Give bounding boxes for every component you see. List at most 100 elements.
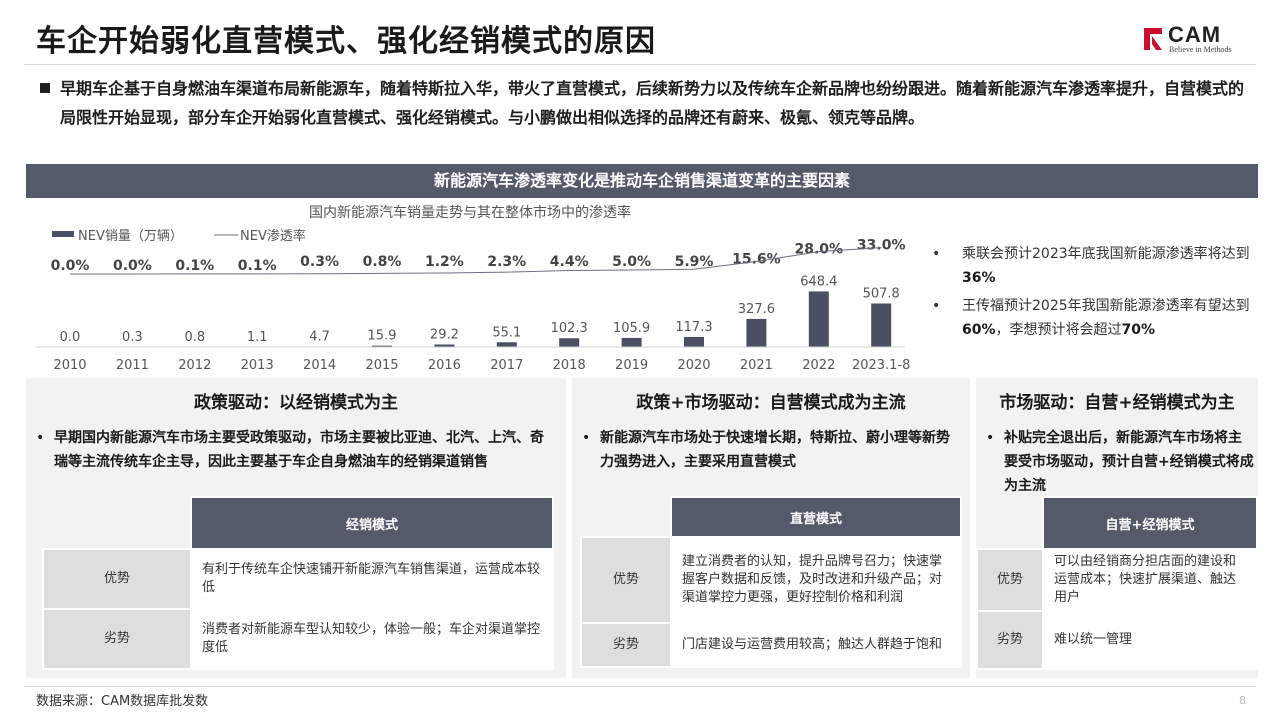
x-tick-label: 2013 (241, 358, 274, 373)
bar-value-label: 648.4 (800, 274, 837, 289)
square-bullet-icon (40, 83, 50, 93)
bar-value-label: 117.3 (675, 320, 712, 335)
bar (746, 318, 767, 347)
bar-value-label: 55.1 (492, 325, 521, 340)
row-key-disadvantage: 劣势 (580, 622, 672, 668)
chart-title: 国内新能源汽车销量走势与其在整体市场中的渗透率 (309, 204, 631, 221)
rate-label: 1.2% (425, 254, 464, 270)
rate-label: 0.0% (113, 258, 152, 274)
bar-value-label: 1.1 (247, 330, 268, 345)
side-note-strong-2: 70% (1121, 322, 1156, 338)
row-key-advantage: 优势 (42, 548, 192, 610)
panel-policy-market: 政策+市场驱动：自营模式成为主流 • 新能源汽车市场处于快速增长期，特斯拉、蔚小… (572, 378, 970, 678)
bar-value-label: 105.9 (613, 321, 650, 336)
page-title: 车企开始弱化直营模式、强化经销模式的原因 (36, 24, 656, 59)
x-tick-label: 2010 (53, 358, 86, 373)
data-source: 数据来源：CAM数据库批发数 (36, 694, 209, 709)
rate-label: 0.1% (175, 258, 214, 274)
row-value-advantage: 建立消费者的认知，提升品牌号召力；快速掌握客户数据和反馈，及时改进和升级产品；对… (670, 536, 962, 624)
cam-logo: CAM Believe in Methods (1142, 22, 1252, 58)
bar-value-label: 102.3 (551, 321, 588, 336)
panel-bullet: • 新能源汽车市场处于快速增长期，特斯拉、蔚小理等新势力强势进入，主要采用直营模… (582, 426, 962, 474)
x-tick-label: 2021 (740, 358, 773, 373)
bullet-dot-icon: • (932, 246, 941, 262)
rate-label: 5.9% (675, 254, 714, 270)
rate-label: 0.1% (238, 258, 277, 274)
table-corner (977, 497, 1043, 549)
side-notes: • 乘联会预计2023年底我国新能源渗透率将达到 36% • 王传福预计2025年… (932, 242, 1252, 346)
bullet-dot-icon: • (986, 430, 995, 446)
row-key-advantage: 优势 (580, 536, 672, 624)
nev-chart: 国内新能源汽车销量走势与其在整体市场中的渗透率 NEV销量（万辆） NEV渗透率 0.… (0, 198, 930, 378)
page-number: 8 (1239, 694, 1246, 707)
table-corner (581, 497, 671, 537)
table-corner (43, 497, 191, 549)
bar-value-label: 0.3 (122, 330, 143, 345)
rate-label: 0.8% (363, 254, 402, 270)
bullet-dot-icon: • (36, 430, 45, 446)
x-tick-label: 2017 (490, 358, 523, 373)
direct-table: 直营模式 优势 建立消费者的认知，提升品牌号召力；快速掌握客户数据和反馈，及时改… (580, 496, 962, 668)
bar (684, 336, 704, 347)
bar-value-label: 15.9 (368, 329, 397, 344)
nev-chart-svg: 国内新能源汽车销量走势与其在整体市场中的渗透率 NEV销量（万辆） NEV渗透率 0.… (36, 204, 910, 373)
footer-divider (24, 686, 1256, 687)
side-note-tail: ，李想预计将会超过 (995, 322, 1122, 338)
row-value-disadvantage: 消费者对新能源车型认知较少，体验一般；车企对渠道掌控度低 (190, 608, 554, 670)
x-tick-label: 2019 (615, 358, 648, 373)
table-header: 直营模式 (670, 496, 962, 538)
bullet-dot-icon: • (932, 298, 941, 314)
intro-text: 早期车企基于自身燃油车渠道布局新能源车，随着特斯拉入华，带火了直营模式，后续新势… (60, 79, 1245, 127)
bar (496, 342, 517, 347)
header-divider (24, 64, 1256, 65)
row-key-disadvantage: 劣势 (976, 610, 1044, 670)
rate-label: 15.6% (732, 252, 781, 268)
rate-label: 4.4% (550, 254, 589, 270)
bullet-dot-icon: • (582, 430, 591, 446)
rate-label: 0.3% (300, 254, 339, 270)
side-note-strong: 36% (962, 270, 996, 286)
panel-policy: 政策驱动：以经销模式为主 • 早期国内新能源汽车市场主要受政策驱动，市场主要被比… (26, 378, 566, 678)
section-banner: 新能源汽车渗透率变化是推动车企销售渠道变革的主要因素 (26, 164, 1258, 198)
row-value-advantage: 有利于传统车企快速铺开新能源汽车销售渠道，运营成本较低 (190, 548, 554, 610)
rate-label: 28.0% (795, 242, 844, 258)
row-value-disadvantage: 门店建设与运营费用较高；触达人群趋于饱和 (670, 622, 962, 668)
rate-label: 5.0% (612, 254, 651, 270)
intro-paragraph: 早期车企基于自身燃油车渠道布局新能源车，随着特斯拉入华，带火了直营模式，后续新势… (40, 74, 1256, 132)
cam-logo-icon (1144, 28, 1162, 50)
rate-label: 33.0% (857, 238, 906, 254)
panel-bullet-text: 补贴完全退出后，新能源汽车市场将主要受市场驱动，预计自营+经销模式将成为主流 (1004, 430, 1254, 494)
bar-value-label: 4.7 (309, 330, 330, 345)
legend-bar-swatch (52, 231, 74, 237)
logo-brand: CAM (1168, 22, 1222, 47)
panel-bullet: • 补贴完全退出后，新能源汽车市场将主要受市场驱动，预计自营+经销模式将成为主流 (986, 426, 1254, 498)
table-header: 经销模式 (190, 496, 554, 550)
bar (808, 291, 829, 347)
x-tick-label: 2020 (677, 358, 710, 373)
row-value-disadvantage: 难以统一管理 (1042, 610, 1258, 670)
side-note-strong: 60% (962, 322, 996, 338)
bar (559, 338, 580, 347)
x-tick-label: 2022 (802, 358, 835, 373)
panel-market: 市场驱动：自营+经销模式为主 • 补贴完全退出后，新能源汽车市场将主要受市场驱动… (976, 378, 1258, 678)
rate-label: 2.3% (487, 254, 526, 270)
row-key-advantage: 优势 (976, 548, 1044, 612)
bar (871, 303, 892, 347)
bar-value-label: 507.8 (863, 286, 900, 301)
x-tick-label: 2014 (303, 358, 336, 373)
panel-title: 政策驱动：以经销模式为主 (194, 393, 398, 413)
dealer-table: 经销模式 优势 有利于传统车企快速铺开新能源汽车销售渠道，运营成本较低 劣势 消… (42, 496, 554, 670)
x-tick-label: 2023.1-8 (852, 358, 910, 373)
panel-bullet-text: 新能源汽车市场处于快速增长期，特斯拉、蔚小理等新势力强势进入，主要采用直营模式 (600, 430, 950, 470)
table-header: 自营+经销模式 (1042, 496, 1258, 550)
x-tick-label: 2018 (553, 358, 586, 373)
hybrid-table: 自营+经销模式 优势 可以由经销商分担店面的建设和运营成本；快速扩展渠道、触达用… (976, 496, 1258, 670)
panel-bullet: • 早期国内新能源汽车市场主要受政策驱动，市场主要被比亚迪、北汽、上汽、奇瑞等主… (36, 426, 556, 474)
side-note: • 乘联会预计2023年底我国新能源渗透率将达到 36% (932, 242, 1252, 290)
rate-label: 0.0% (51, 258, 90, 274)
x-tick-label: 2012 (178, 358, 211, 373)
row-key-disadvantage: 劣势 (42, 608, 192, 670)
bar-value-label: 0.0 (60, 330, 81, 345)
side-note: • 王传福预计2025年我国新能源渗透率有望达到 60%，李想预计将会超过70% (932, 294, 1252, 342)
x-tick-label: 2016 (428, 358, 461, 373)
